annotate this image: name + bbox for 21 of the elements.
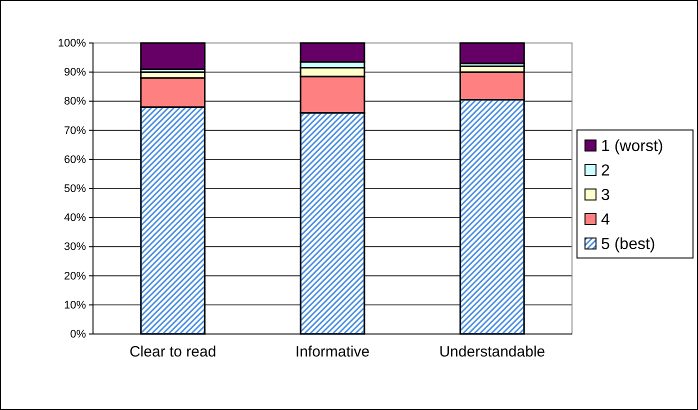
legend-label: 4 [601, 212, 610, 228]
x-tick-label: Understandable [439, 344, 546, 361]
bar [140, 42, 206, 70]
y-tick-label: 90% [64, 66, 86, 79]
y-tick-label: 60% [64, 154, 86, 166]
y-tick-label: 80% [64, 96, 86, 108]
y-tick-label: 30% [64, 241, 86, 254]
y-tick-label: 0% [70, 328, 86, 341]
y-tick-label: 70% [64, 124, 86, 137]
y-tick-label: 40% [64, 212, 86, 224]
y-tick-label: 10% [64, 299, 86, 312]
legend-label: 3 [601, 187, 610, 204]
y-tick-label: 100% [58, 38, 86, 50]
x-tick-label: Clear to read [129, 344, 216, 361]
legend-label: 2 [601, 162, 610, 180]
y-tick-label: 50% [64, 183, 86, 196]
bar [459, 42, 525, 64]
y-tick-label: 20% [64, 270, 86, 282]
x-tick-label: Informative [295, 344, 370, 361]
legend-label: 1 (worst) [601, 138, 664, 155]
legend-label: 5 (best) [601, 236, 656, 253]
